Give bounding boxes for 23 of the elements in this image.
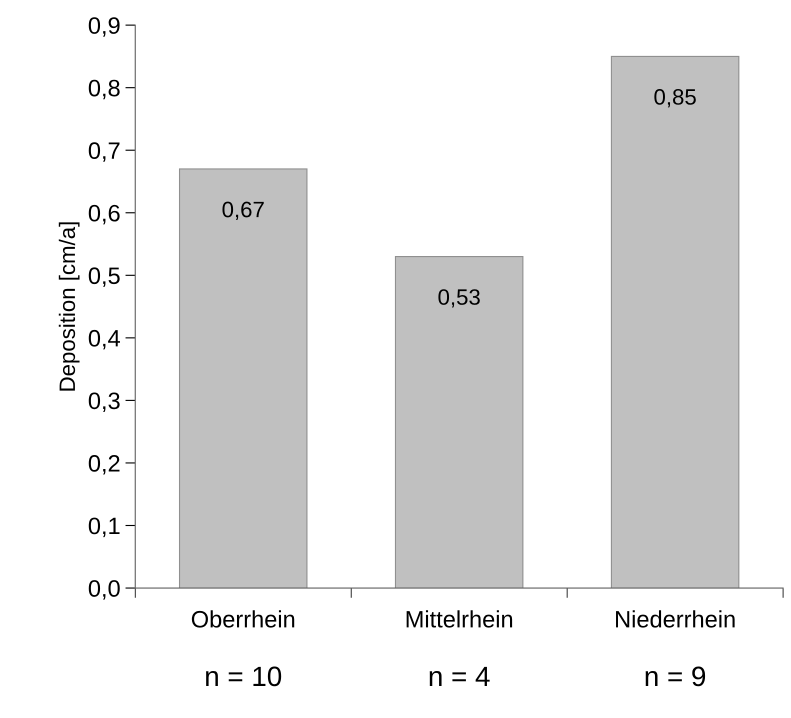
- y-tick-label: 0,5: [88, 267, 120, 287]
- y-tick-label: 0,8: [88, 80, 120, 100]
- bar: [610, 56, 740, 588]
- y-tick-label: 0,9: [88, 17, 120, 37]
- y-tick-label: 0,2: [88, 455, 120, 475]
- x-tick-label: Mittelrhein: [406, 610, 512, 628]
- y-axis-title: Deposition [cm/a]: [58, 222, 80, 391]
- data-label: 0,85: [654, 89, 696, 108]
- y-tick-label: 0,3: [88, 392, 120, 412]
- y-tick-label: 0,4: [88, 330, 120, 350]
- y-tick-label: 0,1: [88, 518, 120, 538]
- bar: [394, 256, 524, 588]
- x-tick-label: Oberrhein: [192, 610, 294, 628]
- data-label: 0,67: [222, 202, 264, 220]
- text: n = 10: [206, 666, 282, 686]
- text: n = 4: [430, 666, 490, 686]
- y-tick-label: 0,6: [88, 204, 120, 224]
- y-tick-label: 0,7: [88, 142, 120, 162]
- data-label: 0,53: [438, 289, 480, 308]
- x-tick-label: Niederrhein: [616, 610, 735, 628]
- text: n = 9: [646, 666, 706, 686]
- bar: [178, 168, 308, 588]
- y-tick-label: 0,0: [88, 580, 120, 600]
